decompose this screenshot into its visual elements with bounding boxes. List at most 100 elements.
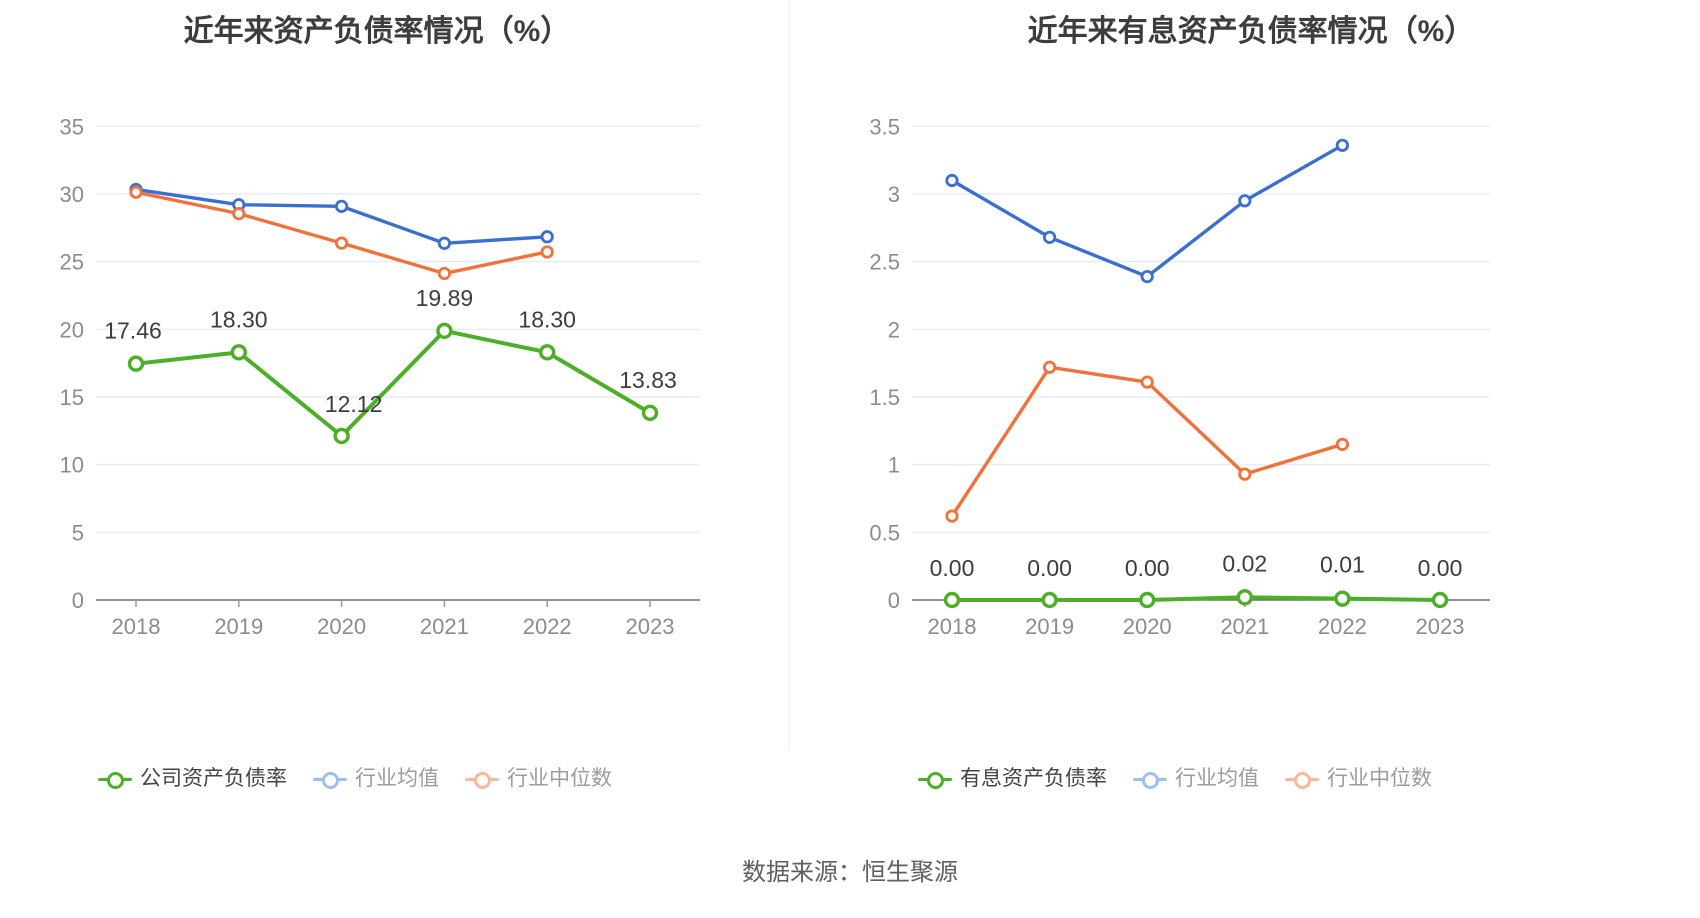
data-point-label: 0.00 bbox=[1125, 555, 1170, 581]
left-chart-title: 近年来资产负债率情况（%） bbox=[183, 15, 571, 48]
series-point[interactable] bbox=[334, 236, 349, 250]
series-line bbox=[950, 143, 1345, 279]
chart-svg: 0 5 10 15 20 25 30 35 2018 2019 2020 2021 2022 2023 17… bbox=[60, 114, 700, 639]
legend-line-marker-icon bbox=[465, 769, 499, 789]
x-axis-tick-label: 2020 bbox=[1123, 614, 1172, 639]
legend-item-1[interactable]: 公司资产负债率 bbox=[98, 768, 287, 789]
y-axis-tick-label: 5 bbox=[72, 520, 84, 545]
x-axis-tick-label: 2022 bbox=[1318, 614, 1367, 639]
x-axis-tick-label: 2023 bbox=[1416, 614, 1465, 639]
y-axis-tick-label: 20 bbox=[60, 317, 84, 342]
y-axis-tick-label: 1.5 bbox=[869, 385, 900, 410]
left-chart-plot: 0 5 10 15 20 25 30 35 2018 2019 2020 2021 2022 2023 17… bbox=[0, 60, 790, 660]
right-chart-plot: 0 0.5 1 1.5 2 2.5 3 3.5 2018 2019 2020 2021 2022 2023… bbox=[790, 60, 1700, 660]
y-axis-tick-label: 0.5 bbox=[869, 520, 900, 545]
series-point[interactable] bbox=[230, 344, 248, 361]
series-point[interactable] bbox=[1335, 138, 1350, 152]
series-point[interactable] bbox=[1238, 194, 1252, 208]
series-point[interactable] bbox=[1043, 360, 1057, 374]
right-chart-title: 近年来有息资产负债率情况（%） bbox=[1027, 15, 1475, 48]
y-axis-tick-label: 25 bbox=[60, 250, 84, 275]
series-point[interactable] bbox=[1238, 467, 1252, 481]
y-axis-tick-label: 35 bbox=[60, 114, 84, 139]
x-axis-tick-label: 2023 bbox=[626, 614, 675, 639]
charts-row: 近年来资产负债率情况（%） 0 5 10 15 20 25 30 35 2018 2019 2020… bbox=[0, 0, 1700, 790]
x-axis-tick-label: 2022 bbox=[523, 614, 572, 639]
data-point-label: 17.46 bbox=[104, 318, 162, 344]
series-point[interactable] bbox=[540, 245, 554, 259]
series-point[interactable] bbox=[1041, 591, 1058, 609]
series-point[interactable] bbox=[334, 199, 349, 213]
legend-item-label: 公司资产负债率 bbox=[140, 767, 287, 790]
series-point[interactable] bbox=[540, 230, 554, 244]
series-point[interactable] bbox=[1043, 230, 1057, 244]
series-line bbox=[134, 328, 652, 438]
series-point[interactable] bbox=[1140, 375, 1154, 389]
legend-line-marker-icon bbox=[1285, 769, 1319, 789]
y-axis-tick-label: 30 bbox=[60, 182, 84, 207]
legend-item-1[interactable]: 有息资产负债率 bbox=[918, 768, 1107, 789]
data-point-label: 0.00 bbox=[930, 555, 975, 581]
x-axis-tick-label: 2019 bbox=[214, 614, 263, 639]
panel-divider bbox=[789, 0, 790, 750]
chart-svg: 0 0.5 1 1.5 2 2.5 3 3.5 2018 2019 2020 2021 2022 2023… bbox=[869, 114, 1490, 639]
data-point-label: 18.30 bbox=[518, 306, 576, 332]
series-point[interactable] bbox=[127, 355, 145, 372]
legend-item-3[interactable]: 行业中位数 bbox=[1285, 768, 1432, 789]
data-source-note: 数据来源：恒生聚源 bbox=[742, 859, 958, 886]
series-point[interactable] bbox=[1236, 589, 1253, 606]
series-point[interactable] bbox=[945, 173, 959, 188]
x-axis-tick-label: 2018 bbox=[112, 614, 161, 639]
x-axis-tick-label: 2020 bbox=[317, 614, 366, 639]
data-point-label: 0.00 bbox=[1027, 555, 1072, 581]
series-point[interactable] bbox=[436, 322, 453, 340]
left-chart-legend: 公司资产负债率 行业均值 行业中位数 bbox=[98, 768, 612, 789]
y-axis-tick-label: 0 bbox=[888, 588, 900, 613]
series-point[interactable] bbox=[437, 236, 451, 250]
legend-line-marker-icon bbox=[98, 769, 132, 789]
legend-line-marker-icon bbox=[1133, 769, 1167, 789]
data-point-label: 0.00 bbox=[1418, 555, 1463, 581]
chart-panel-asset-liability-ratio: 近年来资产负债率情况（%） 0 5 10 15 20 25 30 35 2018 2019 2020… bbox=[0, 0, 790, 790]
y-axis-tick-label: 0 bbox=[72, 588, 84, 613]
series-point[interactable] bbox=[943, 591, 961, 609]
y-axis-tick-label: 3 bbox=[888, 182, 900, 207]
series-point[interactable] bbox=[539, 344, 556, 361]
series-point[interactable] bbox=[1139, 591, 1156, 609]
series-point[interactable] bbox=[1334, 590, 1351, 607]
y-axis-tick-label: 15 bbox=[60, 385, 84, 410]
right-chart-legend: 有息资产负债率 行业均值 行业中位数 bbox=[918, 768, 1432, 789]
series-point[interactable] bbox=[641, 404, 659, 422]
series-point[interactable] bbox=[333, 427, 350, 445]
legend-item-label: 行业均值 bbox=[1175, 767, 1259, 790]
x-axis-tick-label: 2021 bbox=[1220, 614, 1269, 639]
data-point-label: 0.01 bbox=[1320, 552, 1365, 578]
series-point[interactable] bbox=[1140, 269, 1154, 284]
data-point-label: 18.30 bbox=[210, 306, 268, 332]
y-axis-tick-label: 1 bbox=[888, 453, 900, 478]
chart-panel-interest-bearing-ratio: 近年来有息资产负债率情况（%） 0 0.5 1 1.5 2 2.5 3 3.5 2018 2019… bbox=[790, 0, 1700, 790]
legend-item-3[interactable]: 行业中位数 bbox=[465, 768, 612, 789]
legend-item-label: 有息资产负债率 bbox=[960, 767, 1107, 790]
y-axis-tick-label: 10 bbox=[60, 453, 84, 478]
legend-item-label: 行业中位数 bbox=[1327, 767, 1432, 790]
series-point[interactable] bbox=[232, 207, 246, 221]
data-point-label: 19.89 bbox=[416, 285, 474, 311]
y-axis-tick-label: 2.5 bbox=[869, 250, 900, 275]
data-point-label: 12.12 bbox=[325, 391, 383, 417]
legend-item-label: 行业中位数 bbox=[507, 767, 612, 790]
series-point[interactable] bbox=[129, 185, 143, 199]
legend-item-2[interactable]: 行业均值 bbox=[1133, 768, 1259, 789]
series-line bbox=[950, 365, 1345, 518]
series-point[interactable] bbox=[945, 509, 959, 523]
x-axis-tick-label: 2021 bbox=[420, 614, 469, 639]
y-axis-tick-label: 2 bbox=[888, 317, 900, 342]
legend-item-label: 行业均值 bbox=[355, 767, 439, 790]
series-point[interactable] bbox=[437, 266, 451, 281]
legend-line-marker-icon bbox=[313, 769, 347, 789]
series-point[interactable] bbox=[1335, 437, 1350, 451]
legend-item-2[interactable]: 行业均值 bbox=[313, 768, 439, 789]
data-point-label: 0.02 bbox=[1222, 550, 1267, 576]
series-point[interactable] bbox=[1431, 591, 1449, 609]
